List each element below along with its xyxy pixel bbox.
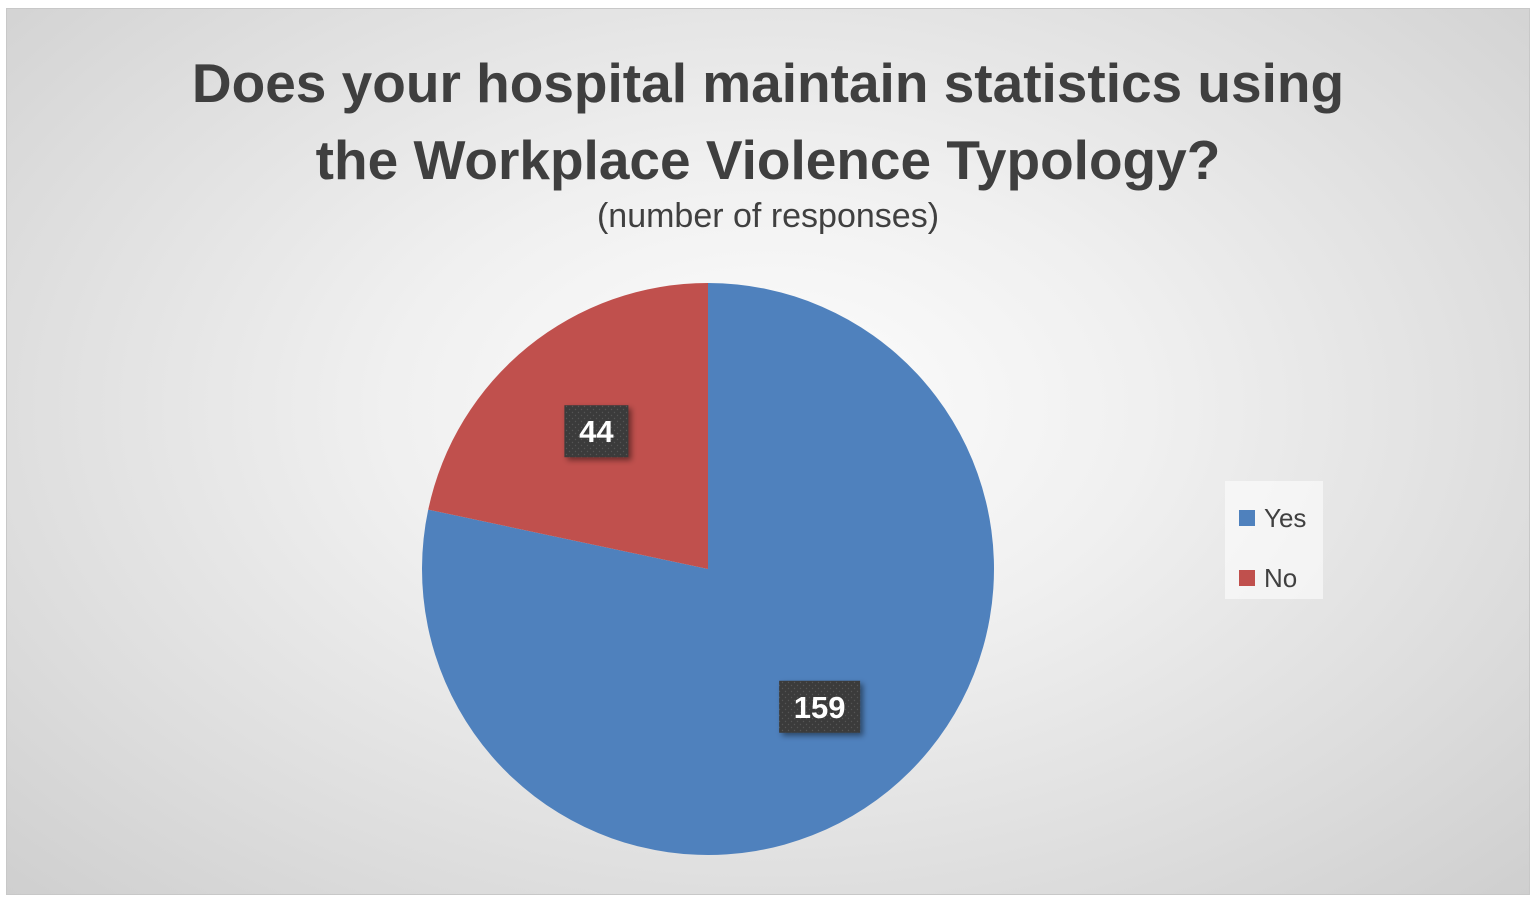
legend-swatch-yes xyxy=(1239,510,1255,526)
data-label-text: 44 xyxy=(579,414,614,449)
legend-label-no: No xyxy=(1264,562,1298,593)
data-label-box xyxy=(564,405,629,458)
data-label-yes: 159 xyxy=(779,680,861,733)
chart-area: Does your hospital maintain statistics u… xyxy=(6,8,1530,895)
chart-title-line-2: the Workplace Violence Typology? xyxy=(315,129,1221,191)
chart-title-line-1: Does your hospital maintain statistics u… xyxy=(191,52,1345,114)
pie-chart: 159 44 xyxy=(422,283,994,855)
legend-label-yes: Yes xyxy=(1264,502,1307,533)
legend-item-yes: Yes xyxy=(1239,503,1306,533)
data-label-no: 44 xyxy=(564,405,629,458)
legend-item-no: No xyxy=(1239,563,1297,593)
legend-swatch-no xyxy=(1239,570,1255,586)
data-label-text: 159 xyxy=(794,690,846,725)
chart-subtitle: (number of responses) xyxy=(596,197,940,235)
legend: Yes No xyxy=(1225,481,1323,599)
chart-title: Does your hospital maintain statistics u… xyxy=(7,45,1529,199)
data-label-box xyxy=(779,680,861,733)
